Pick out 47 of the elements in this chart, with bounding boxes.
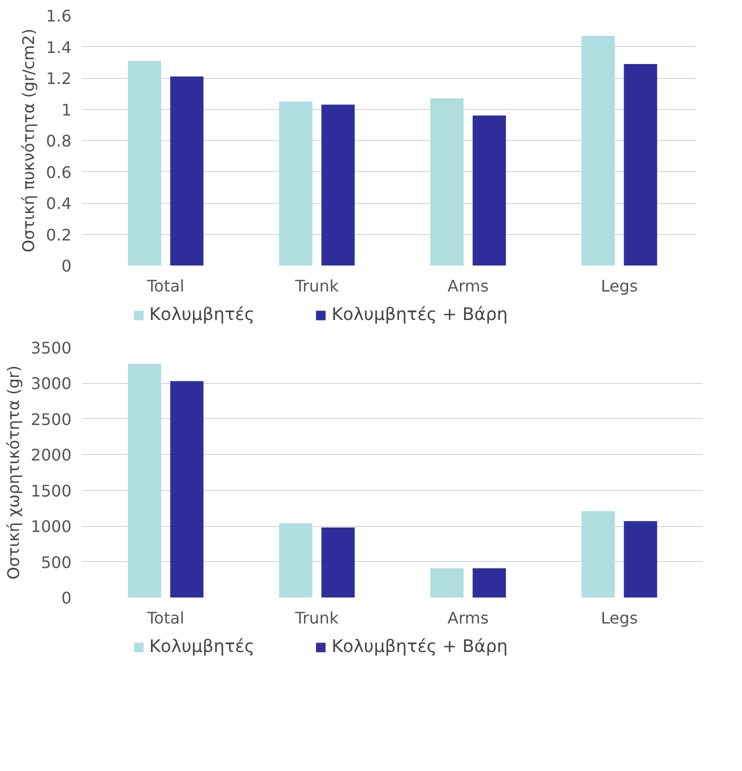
y-axis-title: Οστική χωρητικότητα (gr) <box>4 366 23 580</box>
y-tick-label: 0.8 <box>46 132 72 150</box>
bar <box>321 104 355 266</box>
y-tick-label: 1000 <box>30 517 72 536</box>
legend-label: Κολυμβητές + Βάρη <box>332 637 508 657</box>
bar <box>321 528 355 598</box>
x-tick-label: Trunk <box>294 608 340 628</box>
bar <box>582 36 615 266</box>
y-tick-label: 1500 <box>30 481 72 500</box>
y-tick-label: 1.4 <box>46 38 72 57</box>
y-tick-label: 500 <box>40 552 72 572</box>
y-tick-label: 3500 <box>30 338 72 358</box>
y-tick-label: 3000 <box>30 374 72 394</box>
bar <box>128 60 162 266</box>
legend-label: Κολυμβητές <box>149 305 255 325</box>
x-tick-label: Arms <box>448 276 489 296</box>
y-axis-title: Οστική πυκνότητα (gr/cm2) <box>19 28 38 252</box>
x-tick-label: Total <box>146 608 184 628</box>
bar <box>472 116 506 266</box>
bar <box>624 64 658 266</box>
bar <box>170 76 204 266</box>
y-tick-label: 2500 <box>30 410 72 429</box>
x-tick-label: Legs <box>600 276 638 296</box>
bar <box>430 98 464 266</box>
y-tick-label: 0.2 <box>46 225 72 244</box>
x-tick-label: Arms <box>448 608 489 628</box>
bar <box>170 381 204 598</box>
y-tick-label: 0 <box>61 256 72 276</box>
bar <box>472 568 506 598</box>
y-tick-label: 0.4 <box>46 194 72 213</box>
bar <box>128 364 162 598</box>
bar <box>279 101 312 266</box>
legend-label: Κολυμβητές <box>149 637 255 657</box>
bar <box>430 568 464 598</box>
x-tick-label: Legs <box>600 608 638 628</box>
legend-label: Κολυμβητές + Βάρη <box>332 305 508 325</box>
bar <box>582 511 615 598</box>
x-tick-label: Total <box>146 276 184 296</box>
y-tick-label: 0.6 <box>46 162 72 182</box>
y-tick-label: 0 <box>61 588 72 608</box>
y-tick-label: 1 <box>61 100 72 120</box>
x-tick-label: Trunk <box>294 276 340 296</box>
y-tick-label: 1.6 <box>46 6 72 26</box>
bar <box>624 521 658 598</box>
y-tick-label: 1.2 <box>46 69 72 88</box>
y-tick-label: 2000 <box>30 446 72 465</box>
bar <box>279 523 312 598</box>
